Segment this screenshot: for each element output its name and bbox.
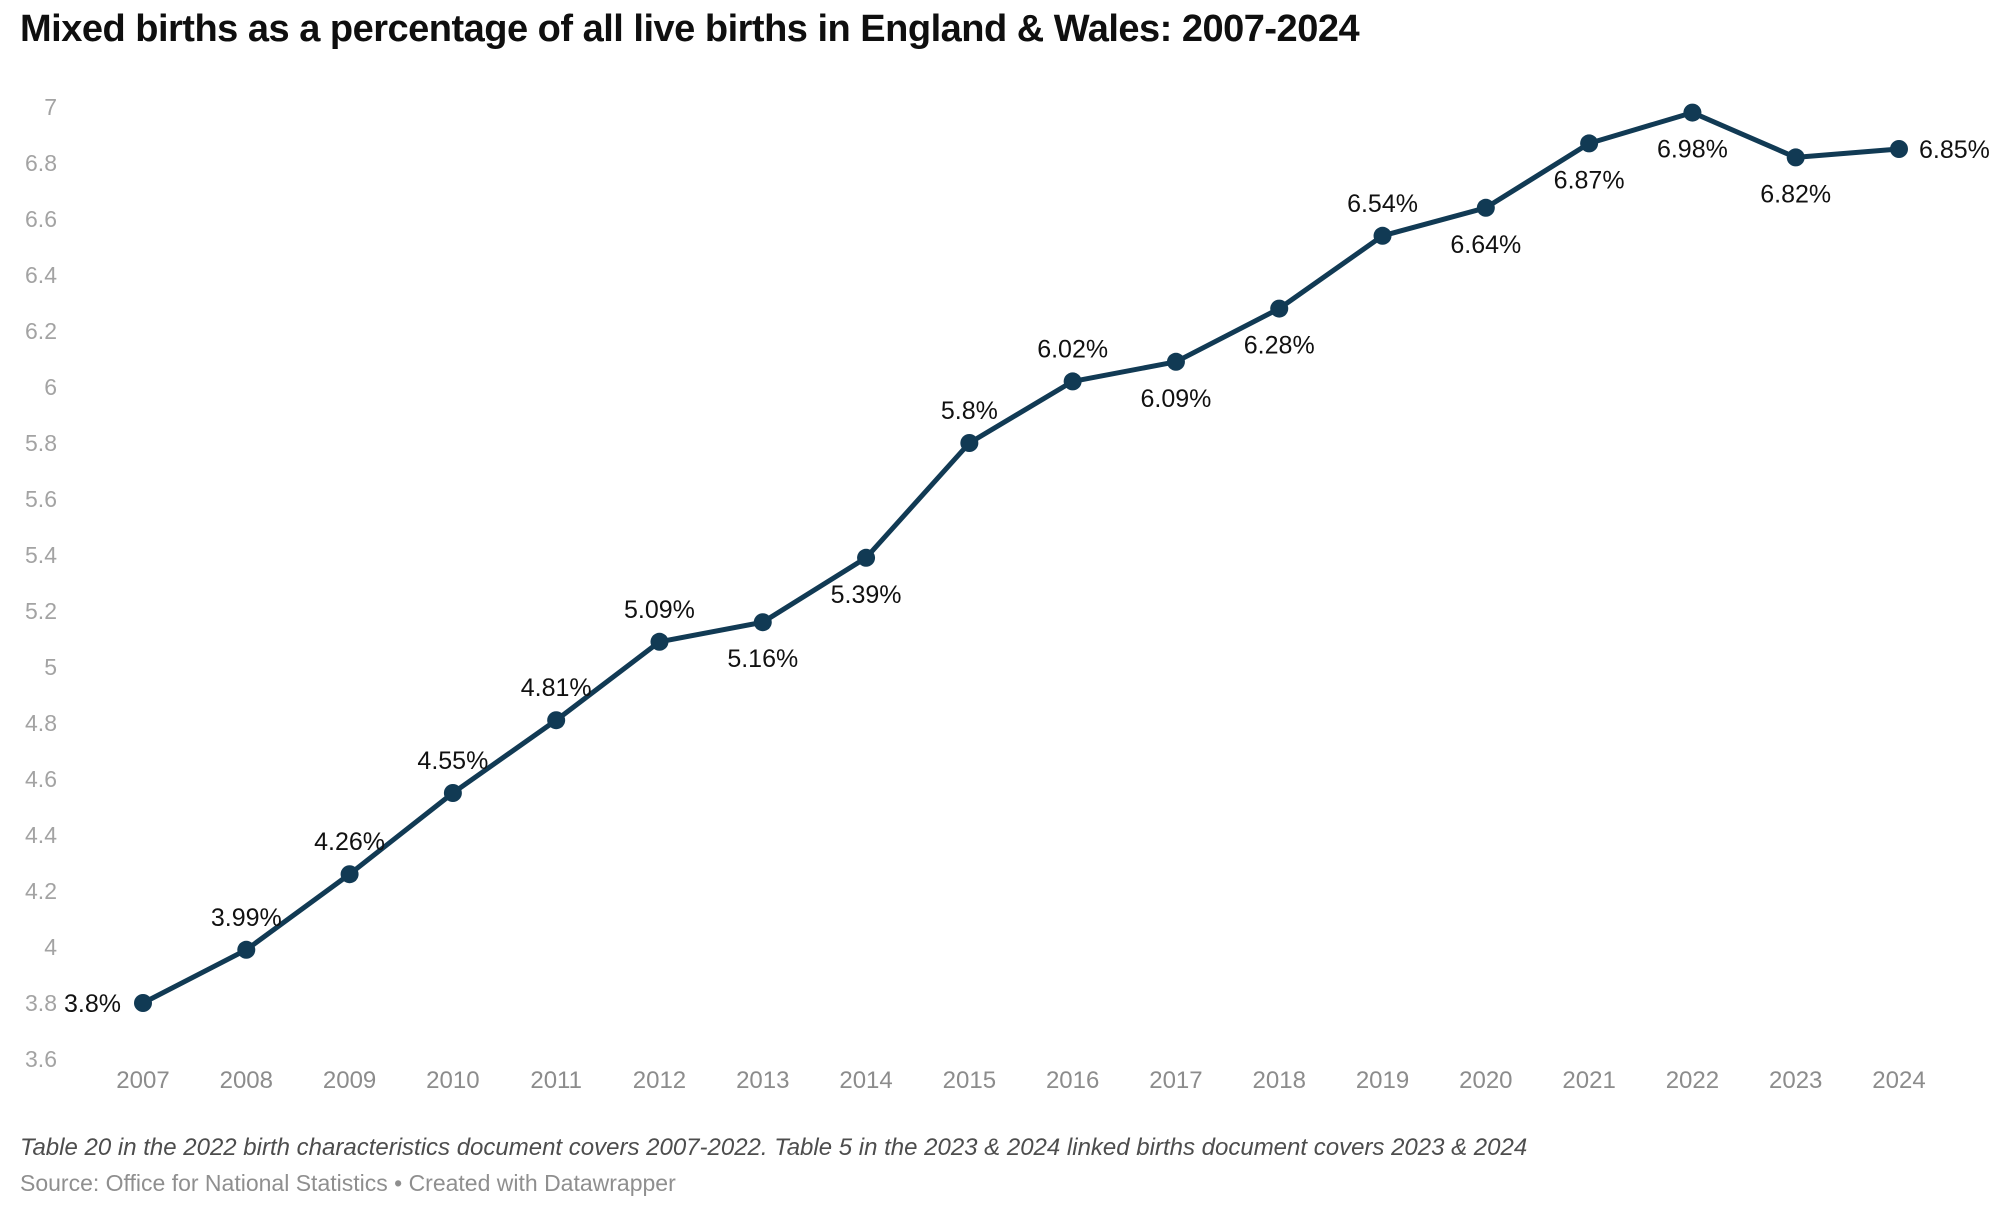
y-axis-tick-label: 5 [44, 654, 57, 680]
x-axis-tick-label: 2008 [220, 1067, 273, 1094]
x-axis-tick-label: 2012 [633, 1067, 686, 1094]
x-axis-tick-label: 2019 [1356, 1067, 1409, 1094]
x-axis-tick-label: 2016 [1046, 1067, 1099, 1094]
data-point-label: 5.16% [727, 645, 798, 673]
data-point [340, 865, 359, 884]
x-axis-tick-label: 2024 [1872, 1067, 1925, 1094]
data-point [1683, 103, 1702, 122]
y-axis-tick-label: 3.6 [25, 1046, 57, 1072]
chart-source: Source: Office for National Statistics •… [20, 1170, 676, 1196]
chart-notes: Table 20 in the 2022 birth characteristi… [20, 1134, 1528, 1161]
y-axis-tick-label: 6.8 [25, 150, 57, 176]
data-point-label: 6.09% [1140, 385, 1211, 413]
y-axis-tick-label: 6.2 [25, 318, 57, 344]
y-axis-tick-label: 5.6 [25, 486, 57, 512]
x-axis-tick-label: 2014 [839, 1067, 892, 1094]
data-point [1476, 198, 1495, 217]
x-axis-tick-label: 2017 [1149, 1067, 1202, 1094]
data-point [547, 711, 566, 730]
x-axis-tick-label: 2007 [116, 1067, 169, 1094]
data-point [1166, 352, 1185, 371]
data-point [753, 613, 772, 632]
data-point-label: 6.02% [1037, 335, 1108, 363]
data-line [140, 110, 1902, 1006]
x-axis-tick-label: 2009 [323, 1067, 376, 1094]
x-axis-tick-label: 2021 [1562, 1067, 1615, 1094]
data-point-label: 5.39% [831, 581, 902, 609]
data-point-label: 6.28% [1244, 332, 1315, 360]
data-point [1890, 140, 1908, 158]
data-point [1580, 134, 1599, 153]
y-axis-tick-label: 5.4 [25, 542, 57, 568]
x-axis-tick-label: 2023 [1769, 1067, 1822, 1094]
x-axis-tick-label: 2010 [426, 1067, 479, 1094]
y-axis-tick-label: 4.6 [25, 766, 57, 792]
y-axis-tick-label: 6.4 [25, 262, 57, 288]
data-point [857, 548, 876, 567]
data-point [237, 940, 256, 959]
data-point-label: 6.85% [1919, 136, 1990, 164]
data-point [1270, 299, 1289, 318]
data-point [1063, 372, 1082, 391]
y-axis-tick-label: 4.2 [25, 878, 57, 904]
y-axis-tick-label: 6.6 [25, 206, 57, 232]
x-axis-tick-label: 2020 [1459, 1067, 1512, 1094]
y-axis-tick-label: 4 [44, 934, 57, 960]
data-point-label: 4.26% [314, 828, 385, 856]
data-point-label: 6.98% [1657, 136, 1728, 164]
x-axis-tick-label: 2011 [530, 1067, 582, 1094]
data-point [1786, 148, 1805, 167]
x-axis-tick-label: 2022 [1666, 1067, 1719, 1094]
data-point-label: 5.8% [941, 397, 998, 425]
y-axis-tick-label: 4.8 [25, 710, 57, 736]
data-point-label: 4.55% [417, 747, 488, 775]
chart-title: Mixed births as a percentage of all live… [20, 8, 1360, 50]
y-axis-tick-label: 6 [44, 374, 57, 400]
x-axis-tick-label: 2015 [943, 1067, 996, 1094]
data-point [134, 994, 152, 1012]
data-point-label: 6.87% [1554, 166, 1625, 194]
y-axis-tick-label: 3.8 [25, 990, 57, 1016]
y-axis-tick-label: 5.8 [25, 430, 57, 456]
data-point-label: 6.64% [1450, 231, 1521, 259]
data-point-label: 6.82% [1760, 180, 1831, 208]
y-axis-tick-label: 7 [44, 94, 57, 120]
y-axis-tick-label: 4.4 [25, 822, 57, 848]
data-point-label: 5.09% [624, 596, 695, 624]
data-point [1373, 226, 1392, 245]
data-point-label: 3.8% [64, 990, 121, 1018]
data-point-label: 6.54% [1347, 190, 1418, 218]
data-point-label: 3.99% [211, 904, 282, 932]
data-point-label: 4.81% [521, 674, 592, 702]
data-point [960, 434, 979, 452]
x-axis-tick-label: 2018 [1253, 1067, 1306, 1094]
data-point [650, 632, 669, 651]
y-axis-tick-label: 5.2 [25, 598, 57, 624]
x-axis-tick-label: 2013 [736, 1067, 789, 1094]
data-point [443, 784, 462, 802]
